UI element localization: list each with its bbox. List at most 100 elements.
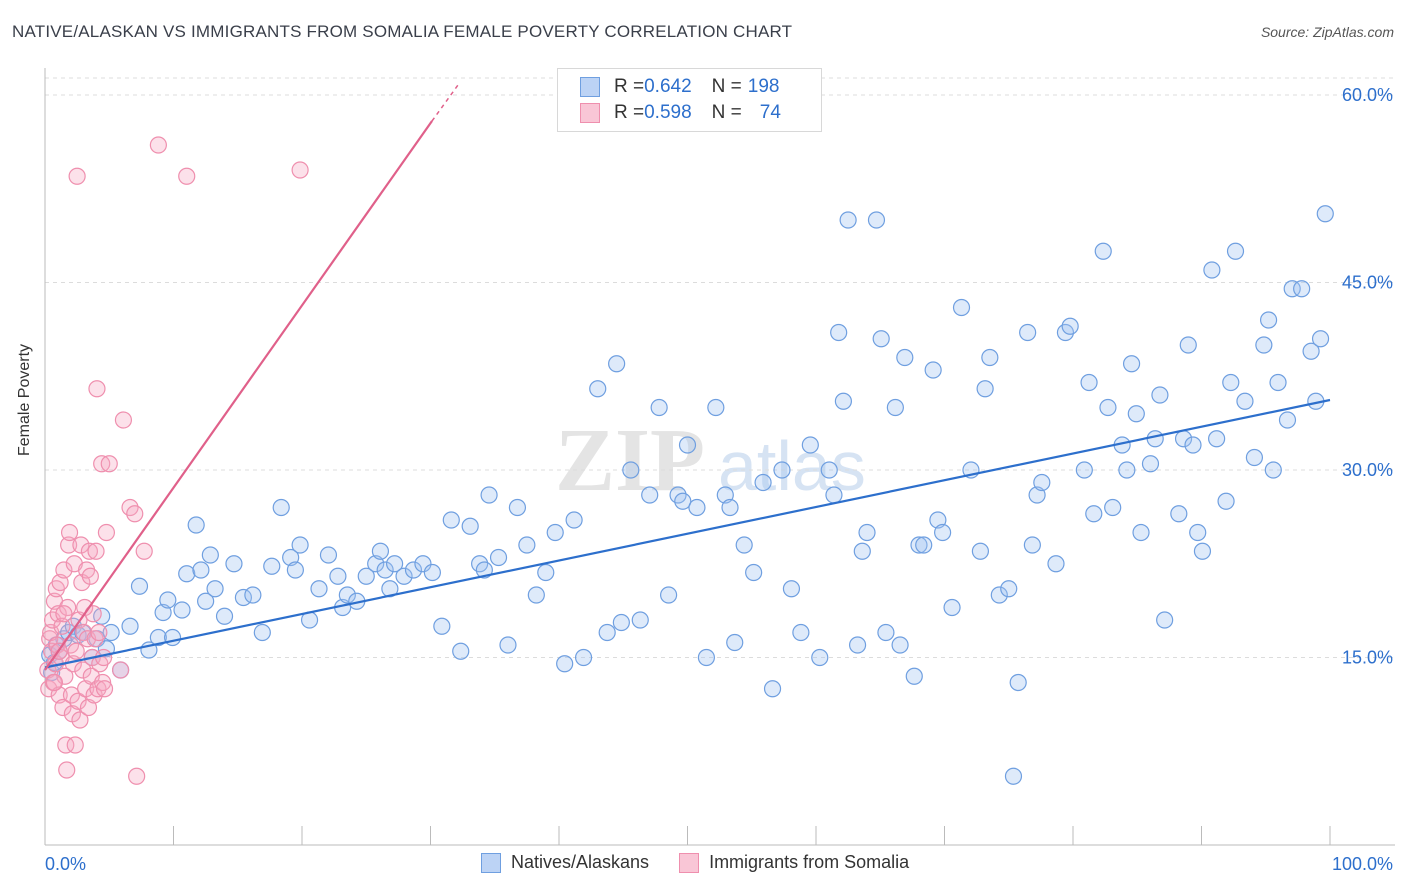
natives-point: [319, 546, 338, 564]
somalia-point: [100, 455, 118, 473]
natives-point: [877, 623, 895, 642]
natives-point: [867, 211, 886, 229]
n-value: 198: [747, 76, 780, 97]
natives-point: [834, 392, 853, 410]
natives-point: [357, 567, 375, 585]
natives-point: [1193, 542, 1212, 560]
natives-point: [1094, 242, 1112, 260]
somalia-point: [56, 667, 74, 685]
somalia-point: [291, 161, 309, 179]
natives-point: [461, 517, 479, 535]
natives-legend-swatch: [481, 852, 501, 873]
somalia-point: [55, 561, 73, 579]
legend-item-natives[interactable]: Natives/Alaskans: [481, 852, 649, 873]
somalia-legend-swatch: [679, 852, 700, 873]
natives-point: [1075, 461, 1093, 479]
legend-row-natives: R = 0.642 N = 198: [580, 74, 779, 100]
natives-point: [820, 461, 838, 479]
natives-point: [1226, 242, 1245, 260]
natives-point: [990, 586, 1008, 604]
natives-point: [1004, 767, 1023, 785]
y-tick-label: 60.0%: [1342, 85, 1393, 105]
natives-point: [206, 580, 224, 598]
natives-point: [839, 211, 857, 229]
natives-point: [674, 492, 692, 510]
natives-point: [971, 542, 990, 560]
natives-point: [598, 623, 616, 642]
natives-point: [272, 498, 290, 517]
somalia-trend-extension: [431, 84, 459, 122]
n-label: N =: [711, 102, 742, 123]
r-value: 0.642: [644, 76, 692, 97]
natives-point: [1269, 373, 1287, 392]
natives-point: [1208, 430, 1226, 448]
natives-point: [1141, 455, 1160, 473]
natives-point: [215, 607, 234, 625]
somalia-point: [60, 523, 79, 542]
somalia-point: [178, 167, 196, 185]
natives-point: [499, 636, 517, 654]
natives-point: [782, 580, 801, 598]
natives-point: [1278, 411, 1297, 429]
somalia-point: [88, 380, 106, 398]
natives-point: [981, 348, 999, 367]
natives-point: [527, 586, 545, 604]
somalia-point: [60, 536, 78, 554]
natives-point: [508, 498, 527, 517]
somalia-point: [71, 711, 89, 729]
natives-point: [1099, 398, 1117, 417]
natives-point: [395, 567, 413, 585]
natives-point: [754, 473, 772, 492]
r-label: R =: [614, 102, 645, 123]
somalia-swatch: [580, 103, 600, 123]
somalia-point: [135, 542, 153, 560]
natives-point: [518, 536, 536, 554]
natives-point: [329, 567, 347, 585]
natives-swatch: [580, 77, 600, 97]
natives-point: [830, 323, 848, 342]
natives-point: [811, 648, 829, 667]
natives-point: [792, 623, 810, 642]
natives-point: [589, 380, 607, 398]
natives-trend-line: [44, 398, 1331, 669]
natives-point: [721, 498, 739, 517]
somalia-point: [69, 692, 87, 710]
somalia-point: [74, 661, 92, 679]
natives-point: [187, 516, 205, 534]
natives-point: [773, 461, 791, 479]
natives-point: [910, 536, 928, 554]
natives-point: [1080, 373, 1098, 392]
natives-point: [745, 563, 763, 582]
x-tick-label: 0.0%: [45, 854, 86, 874]
natives-point: [102, 623, 120, 642]
legend-item-somalia[interactable]: Immigrants from Somalia: [679, 852, 909, 873]
natives-point: [1009, 673, 1027, 692]
correlation-legend: R = 0.642 N = 198 R = 0.598 N = 74: [557, 68, 822, 132]
natives-point: [376, 561, 394, 579]
somalia-point: [72, 536, 90, 554]
natives-point: [537, 563, 555, 582]
legend-row-somalia: R = 0.598 N = 74: [580, 100, 781, 126]
natives-point: [678, 436, 697, 454]
natives-point: [1127, 405, 1145, 423]
natives-point: [414, 555, 432, 573]
natives-point: [1259, 311, 1278, 329]
natives-point: [197, 592, 215, 610]
natives-point: [452, 642, 470, 660]
natives-point: [872, 330, 890, 348]
natives-point: [404, 561, 423, 579]
natives-point: [688, 498, 706, 517]
natives-point: [286, 561, 304, 579]
natives-point: [1255, 336, 1273, 354]
somalia-point: [45, 673, 64, 692]
somalia-point: [58, 761, 76, 779]
natives-point: [848, 636, 867, 654]
somalia-point: [81, 567, 99, 585]
x-tick-label: 100.0%: [1332, 854, 1393, 874]
somalia-point: [95, 680, 114, 698]
natives-point: [565, 511, 583, 529]
natives-point: [1085, 505, 1103, 523]
natives-point: [1122, 355, 1141, 373]
natives-point: [1189, 523, 1207, 542]
natives-point: [192, 561, 210, 579]
